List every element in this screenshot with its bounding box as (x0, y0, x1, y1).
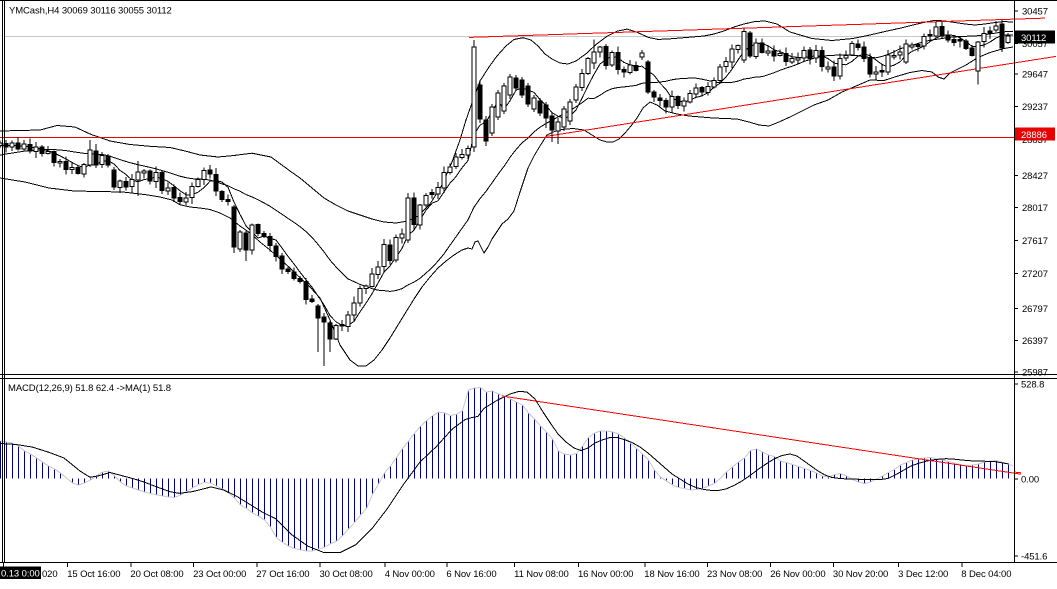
svg-text:15 Oct 16:00: 15 Oct 16:00 (67, 569, 120, 580)
svg-text:27 Oct 16:00: 27 Oct 16:00 (256, 569, 309, 580)
svg-text:6 Nov 16:00: 6 Nov 16:00 (446, 569, 496, 580)
svg-text:25987: 25987 (1022, 367, 1048, 378)
svg-text:26 Nov 00:00: 26 Nov 00:00 (770, 569, 825, 580)
svg-text:29647: 29647 (1022, 70, 1048, 81)
svg-text:20 Oct 08:00: 20 Oct 08:00 (130, 569, 183, 580)
svg-text:528.8: 528.8 (1021, 380, 1044, 391)
svg-text:30112: 30112 (1021, 33, 1046, 44)
svg-text:27617: 27617 (1022, 236, 1048, 247)
svg-text:27207: 27207 (1022, 269, 1048, 280)
svg-text:28837: 28837 (1022, 135, 1048, 146)
svg-text:0.00: 0.00 (1021, 475, 1039, 486)
svg-text:30 Oct 08:00: 30 Oct 08:00 (320, 569, 373, 580)
svg-text:3 Dec 12:00: 3 Dec 12:00 (898, 569, 948, 580)
svg-text:28427: 28427 (1022, 171, 1048, 182)
svg-text:MACD(12,26,9) 51.8 62.4 ->MA(: MACD(12,26,9) 51.8 62.4 ->MA(1) 51.8 (8, 383, 171, 394)
svg-text:11 Nov 08:00: 11 Nov 08:00 (514, 569, 569, 580)
svg-text:8 Dec 04:00: 8 Dec 04:00 (961, 569, 1011, 580)
svg-text:YMCash,H4 30069 30116 30055 3: YMCash,H4 30069 30116 30055 30112 (9, 6, 172, 17)
svg-text:28886: 28886 (1021, 130, 1047, 141)
svg-text:16 Nov 00:00: 16 Nov 00:00 (578, 569, 633, 580)
svg-text:23 Oct 00:00: 23 Oct 00:00 (193, 569, 246, 580)
svg-text:26797: 26797 (1022, 304, 1048, 315)
svg-text:28017: 28017 (1022, 203, 1048, 214)
svg-text:30457: 30457 (1022, 6, 1048, 17)
svg-text:-451.6: -451.6 (1021, 552, 1047, 563)
svg-text:30057: 30057 (1022, 39, 1048, 50)
svg-text:18 Nov 16:00: 18 Nov 16:00 (644, 569, 699, 580)
svg-text:0.13 0:00: 0.13 0:00 (1, 569, 40, 580)
svg-text:29237: 29237 (1022, 102, 1048, 113)
svg-text:30 Nov 20:00: 30 Nov 20:00 (833, 569, 888, 580)
svg-text:020: 020 (42, 569, 58, 580)
svg-text:23 Nov 08:00: 23 Nov 08:00 (707, 569, 762, 580)
svg-text:4 Nov 00:00: 4 Nov 00:00 (385, 569, 435, 580)
svg-text:26397: 26397 (1022, 336, 1048, 347)
